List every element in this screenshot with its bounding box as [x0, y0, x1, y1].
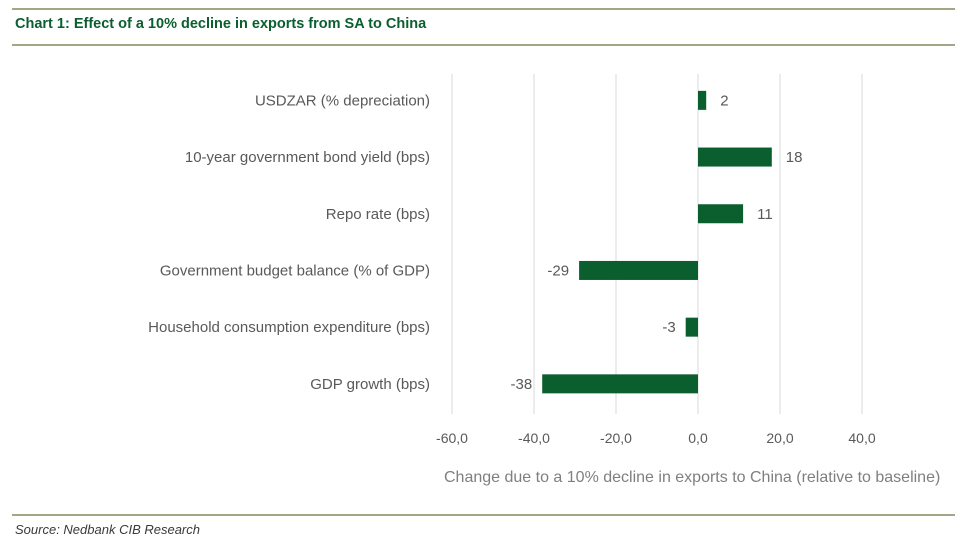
title-rule	[12, 44, 955, 46]
x-axis-title: Change due to a 10% decline in exports t…	[444, 469, 940, 486]
data-label: 2	[720, 92, 728, 109]
data-label: -3	[662, 319, 675, 336]
data-label: -38	[511, 376, 533, 393]
top-rule	[12, 8, 955, 10]
data-label: -29	[547, 262, 569, 279]
bar	[698, 147, 772, 167]
x-tick-label: 20,0	[766, 430, 793, 446]
category-label: Household consumption expenditure (bps)	[148, 319, 430, 336]
x-tick-label: -40,0	[518, 430, 550, 446]
x-tick-label: 40,0	[848, 430, 875, 446]
bar	[698, 204, 744, 224]
data-label: 11	[757, 206, 773, 223]
x-tick-label: 0,0	[688, 430, 708, 446]
x-tick-label: -60,0	[436, 430, 468, 446]
source-note: Source: Nedbank CIB Research	[15, 522, 200, 537]
category-label: GDP growth (bps)	[310, 376, 430, 393]
bottom-rule	[12, 514, 955, 516]
bar	[685, 317, 698, 337]
x-tick-label: -20,0	[600, 430, 632, 446]
data-label: 18	[786, 149, 803, 166]
bar	[579, 260, 698, 280]
category-label: 10-year government bond yield (bps)	[185, 149, 430, 166]
category-label: USDZAR (% depreciation)	[255, 92, 430, 109]
category-label: Government budget balance (% of GDP)	[160, 262, 430, 279]
category-label: Repo rate (bps)	[326, 206, 430, 223]
chart-title: Chart 1: Effect of a 10% decline in expo…	[15, 16, 427, 32]
bar	[542, 374, 698, 394]
bar	[698, 90, 707, 110]
